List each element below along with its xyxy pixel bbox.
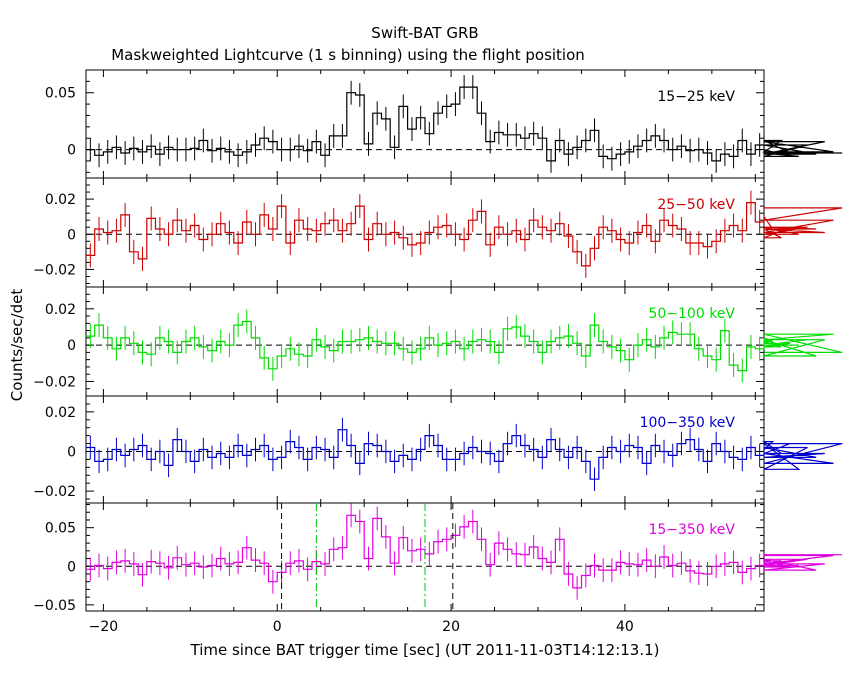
y-tick-label: 0.05 — [45, 521, 76, 537]
band-label: 50−100 keV — [648, 306, 735, 322]
y-tick-label: 0.02 — [45, 302, 76, 318]
panel-2: −0.02 0 0.02 25−50 keV — [33, 177, 843, 288]
y-tick-label: −0.02 — [33, 374, 76, 390]
y-axis-label: Counts/sec/det — [8, 289, 26, 402]
band-label: 25−50 keV — [657, 197, 735, 213]
y-tick-label: 0.02 — [45, 192, 76, 208]
band-label: 100−350 keV — [640, 415, 736, 431]
panel-4: −0.02 0 0.02 100−350 keV — [33, 395, 843, 504]
y-tick-label: −0.05 — [33, 598, 76, 614]
y-tick-label: 0 — [67, 143, 76, 159]
chart-subtitle: Maskweighted Lightcurve (1 s binning) us… — [111, 46, 585, 64]
x-tick-label: 20 — [442, 619, 460, 635]
panel-1: 0 0.05 15−25 keV — [45, 69, 843, 179]
x-axis-label: Time since BAT trigger time [sec] (UT 20… — [190, 641, 660, 659]
y-tick-label: −0.02 — [33, 262, 76, 278]
x-tick-label: −20 — [89, 619, 119, 635]
panel-5: −0.05 0 0.05 15−350 keV — [33, 502, 843, 614]
y-tick-label: 0 — [67, 559, 76, 575]
band-label: 15−25 keV — [657, 89, 735, 105]
series-line — [86, 429, 843, 480]
y-tick-label: 0 — [67, 227, 76, 243]
y-tick-label: 0.02 — [45, 405, 76, 421]
y-tick-label: −0.02 — [33, 484, 76, 500]
band-label: 15−350 keV — [648, 522, 735, 538]
x-tick-label: 40 — [616, 619, 634, 635]
y-tick-label: 0 — [67, 444, 76, 460]
y-tick-label: 0.05 — [45, 86, 76, 102]
chart-title: Swift-BAT GRB — [371, 24, 478, 42]
panel-3: −0.02 0 0.02 50−100 keV — [33, 286, 843, 397]
x-tick-label: 0 — [273, 619, 282, 635]
y-tick-label: 0 — [67, 338, 76, 354]
